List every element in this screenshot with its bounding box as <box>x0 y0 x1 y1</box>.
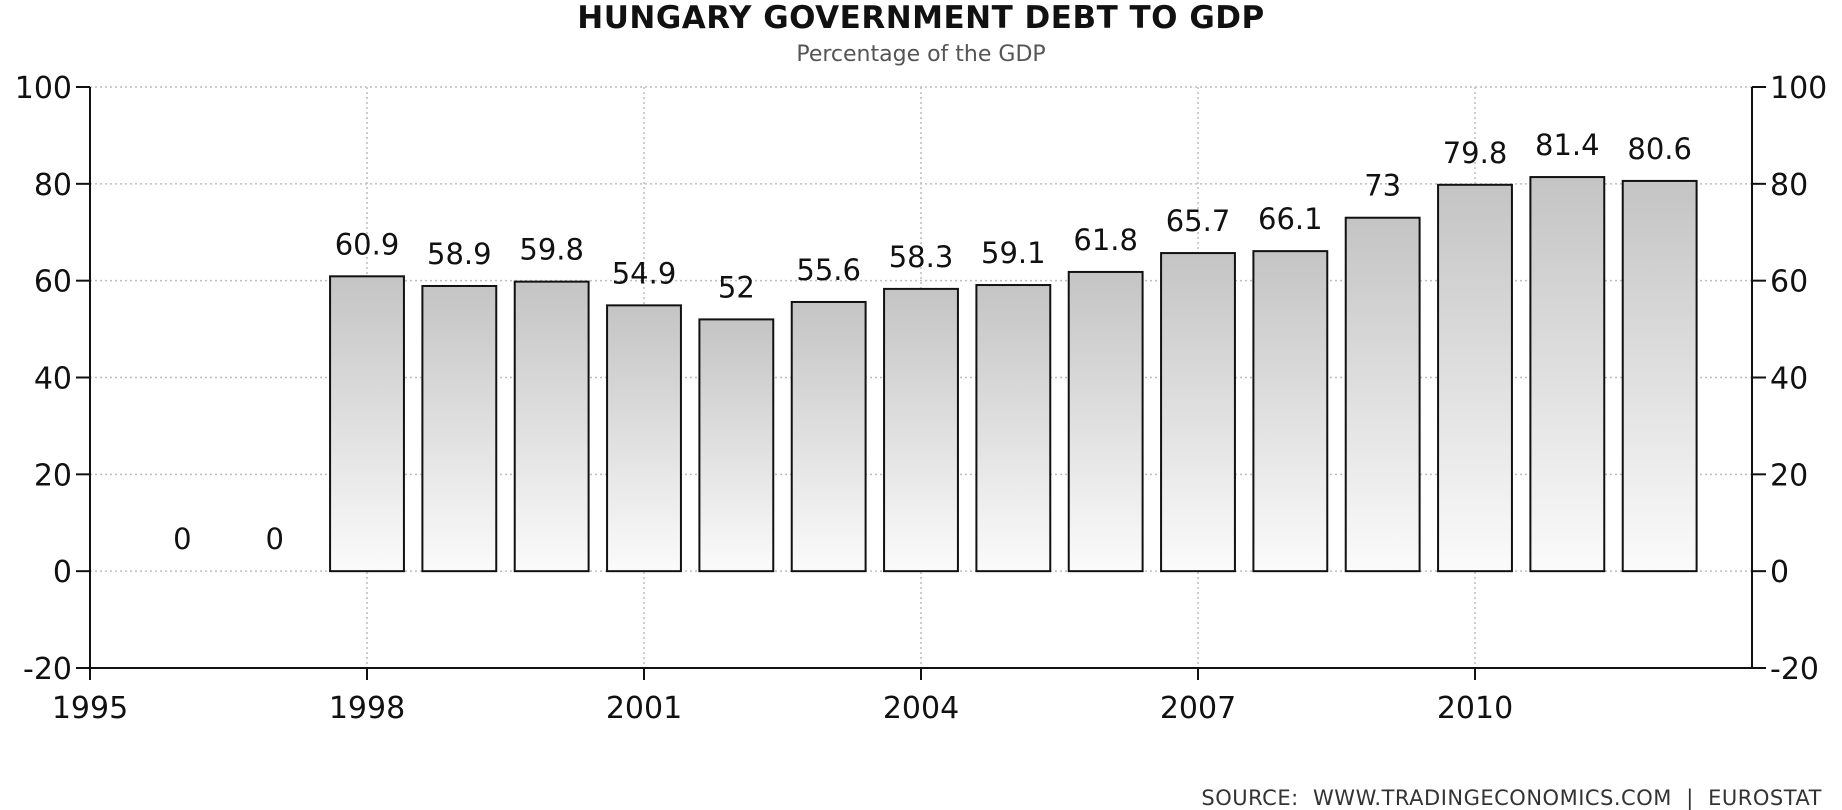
x-tick-label: 2010 <box>1437 691 1513 726</box>
bar-1999 <box>421 284 498 573</box>
source-note: SOURCE: WWW.TRADINGECONOMICS.COM | EUROS… <box>1201 786 1822 810</box>
bar-2006 <box>1067 270 1144 573</box>
y-tick-label-left: 100 <box>15 71 72 106</box>
x-tick-label: 1995 <box>52 691 128 726</box>
y-tick-label-left: -20 <box>23 652 72 687</box>
bar-2009 <box>1344 216 1421 573</box>
data-label-1997: 0 <box>265 522 283 556</box>
x-tick-label: 1998 <box>329 691 405 726</box>
chart-title: HUNGARY GOVERNMENT DEBT TO GDP <box>577 0 1265 36</box>
chart-subtitle: Percentage of the GDP <box>796 42 1046 67</box>
data-label-2009: 73 <box>1364 169 1401 203</box>
data-label-2001: 54.9 <box>612 256 677 290</box>
bar-2011 <box>1529 176 1606 573</box>
bar-2002 <box>698 318 775 573</box>
x-tick-label: 2007 <box>1160 691 1236 726</box>
data-label-2006: 61.8 <box>1073 223 1138 257</box>
y-tick-label-left: 20 <box>34 458 72 493</box>
x-tick-label: 2001 <box>606 691 682 726</box>
bar-2000 <box>513 280 590 573</box>
data-label-1996: 0 <box>173 522 191 556</box>
bars <box>329 176 1698 573</box>
data-label-2002: 52 <box>718 270 755 304</box>
data-label-2004: 58.3 <box>889 240 954 274</box>
bar-2005 <box>975 284 1052 573</box>
y-tick-label-left: 80 <box>34 168 72 203</box>
y-tick-label-left: 0 <box>53 555 72 590</box>
bar-2012 <box>1621 179 1698 573</box>
data-label-2007: 65.7 <box>1166 204 1231 238</box>
data-label-2008: 66.1 <box>1258 202 1323 236</box>
bar-2001 <box>606 304 682 573</box>
data-label-2003: 55.6 <box>796 253 861 287</box>
y-tick-label-right: 0 <box>1770 555 1789 590</box>
data-label-1999: 58.9 <box>427 237 492 271</box>
y-tick-label-right: 80 <box>1770 168 1808 203</box>
y-tick-label-right: 60 <box>1770 265 1808 300</box>
data-label-2011: 81.4 <box>1535 128 1600 162</box>
bar-2003 <box>790 300 867 573</box>
y-tick-label-left: 40 <box>34 362 72 397</box>
y-tick-label-left: 60 <box>34 265 72 300</box>
data-label-2000: 59.8 <box>519 233 584 267</box>
y-tick-label-right: 20 <box>1770 458 1808 493</box>
axes <box>76 86 1766 680</box>
x-tick-label: 2004 <box>883 691 959 726</box>
data-label-2012: 80.6 <box>1627 132 1692 166</box>
bar-2007 <box>1160 252 1236 573</box>
bar-1998 <box>329 275 405 573</box>
data-labels: 0 0 60.9 58.9 59.8 54.9 52 55.6 58.3 59.1 61.8 65.7… <box>173 128 1692 556</box>
y-tick-label-right: 40 <box>1770 362 1808 397</box>
y-tick-label-right: -20 <box>1770 652 1819 687</box>
bar-2008 <box>1252 250 1329 573</box>
data-label-2005: 59.1 <box>981 236 1046 270</box>
data-label-2010: 79.8 <box>1443 136 1508 170</box>
bar-2004 <box>883 287 959 573</box>
tick-labels: 100 100 80 80 60 60 40 40 20 20 0 0 -20 -20 1995 1998 20… <box>15 71 1828 726</box>
bar-2010 <box>1437 183 1513 573</box>
data-label-1998: 60.9 <box>335 227 400 261</box>
y-tick-label-right: 100 <box>1770 71 1827 106</box>
